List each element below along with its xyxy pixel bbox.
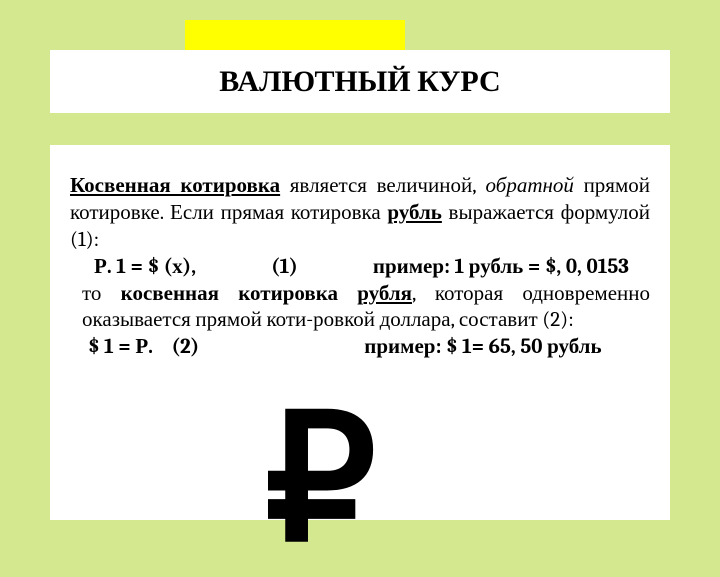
term-inverse: обратной	[486, 174, 574, 198]
term-ruble-2: рубля	[357, 282, 412, 306]
term-indirect-quote: Косвенная котировка	[70, 174, 280, 198]
formula-2-lhs: $ 1 = Р.	[88, 335, 153, 359]
ruble-icon: ₽	[265, 393, 376, 568]
text-1: является величиной,	[280, 174, 485, 198]
text-4: то	[82, 282, 121, 306]
formula-2-num: (2)	[171, 335, 199, 359]
content-box: Косвенная котировка является величиной, …	[50, 145, 670, 520]
paragraph-2: то косвенная котировка рубля, которая од…	[82, 281, 650, 335]
formula-2-example: пример: $ 1= 65, 50 рубль	[364, 335, 601, 359]
formula-line-2: $ 1 = Р. (2) пример: $ 1= 65, 50 рубль	[88, 334, 650, 361]
formula-1-example: пример: 1 рубль = $, 0, 0153	[373, 255, 629, 279]
formula-1-num: (1)	[271, 255, 298, 279]
term-indirect-quote-2: косвенная котировка	[121, 282, 358, 306]
page-title: ВАЛЮТНЫЙ КУРС	[50, 50, 670, 113]
paragraph-1: Косвенная котировка является величиной, …	[70, 173, 650, 254]
term-ruble-1: рубль	[387, 201, 442, 225]
formula-1-lhs: Р. 1 = $ (х),	[94, 255, 196, 279]
formula-line-1: Р. 1 = $ (х), (1) пример: 1 рубль = $, 0, …	[94, 254, 650, 281]
